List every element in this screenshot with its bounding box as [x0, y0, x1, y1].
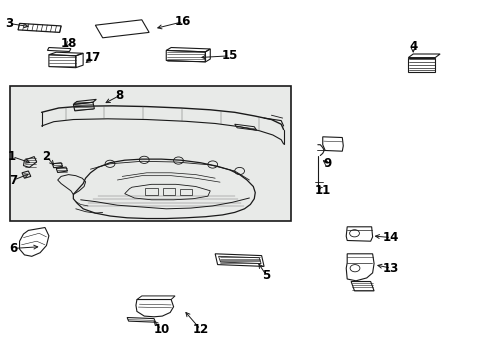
Text: 15: 15	[221, 49, 238, 62]
Text: 9: 9	[323, 157, 331, 170]
Text: 5: 5	[262, 269, 270, 282]
Text: 2: 2	[42, 150, 50, 163]
Text: 11: 11	[314, 184, 330, 197]
Text: 1: 1	[8, 150, 16, 163]
Text: 13: 13	[382, 262, 399, 275]
Text: 12: 12	[192, 323, 208, 336]
Text: 14: 14	[382, 231, 399, 244]
Text: 6: 6	[10, 242, 18, 255]
Bar	[162, 188, 175, 195]
Bar	[180, 189, 192, 195]
Text: 16: 16	[175, 15, 191, 28]
Bar	[145, 188, 157, 195]
Text: 10: 10	[153, 323, 169, 336]
Text: 8: 8	[116, 89, 123, 102]
Text: 3: 3	[5, 17, 13, 30]
Text: 4: 4	[408, 40, 416, 53]
Text: 7: 7	[10, 174, 18, 186]
Bar	[10, 86, 290, 221]
Text: 17: 17	[84, 51, 101, 64]
Text: 18: 18	[60, 37, 77, 50]
